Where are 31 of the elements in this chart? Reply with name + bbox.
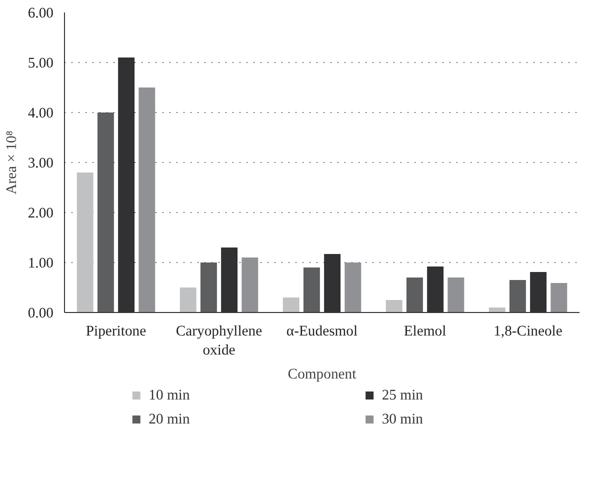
x-tick-label: α-Eudesmol: [286, 324, 358, 340]
bar: [242, 258, 258, 312]
bar: [488, 308, 506, 312]
y-tick-label: 5.00: [28, 56, 54, 72]
bar: [303, 268, 320, 312]
y-tick-label: 3.00: [28, 156, 54, 172]
legend-label: 30 min: [382, 412, 424, 428]
x-axis-title: Component: [288, 366, 356, 383]
legend-label: 10 min: [148, 388, 190, 404]
bar: [509, 280, 526, 312]
y-axis-title: Area × 10⁸: [4, 130, 20, 194]
x-tick-label: 1,8-Cineole: [494, 324, 562, 340]
y-tick-label: 1.00: [28, 256, 54, 272]
legend-label: 20 min: [148, 412, 190, 428]
x-tick-label: Piperitone: [86, 324, 146, 340]
y-tick-label: 0.00: [28, 306, 54, 322]
bar: [550, 283, 568, 312]
x-tick-label: Caryophyllene oxide: [176, 324, 262, 359]
bar: [180, 288, 196, 312]
legend-label: 25 min: [382, 388, 424, 404]
bar: [282, 298, 300, 312]
y-tick-label: 4.00: [28, 106, 54, 122]
bar: [448, 278, 464, 312]
y-tick-label: 6.00: [28, 6, 54, 22]
bar: [344, 262, 362, 312]
bar: [76, 172, 94, 312]
y-tick-label: 2.00: [28, 206, 54, 222]
bar: [386, 300, 402, 312]
bar: [138, 88, 156, 312]
x-tick-label: Elemol: [404, 324, 446, 340]
bar: [406, 278, 423, 312]
